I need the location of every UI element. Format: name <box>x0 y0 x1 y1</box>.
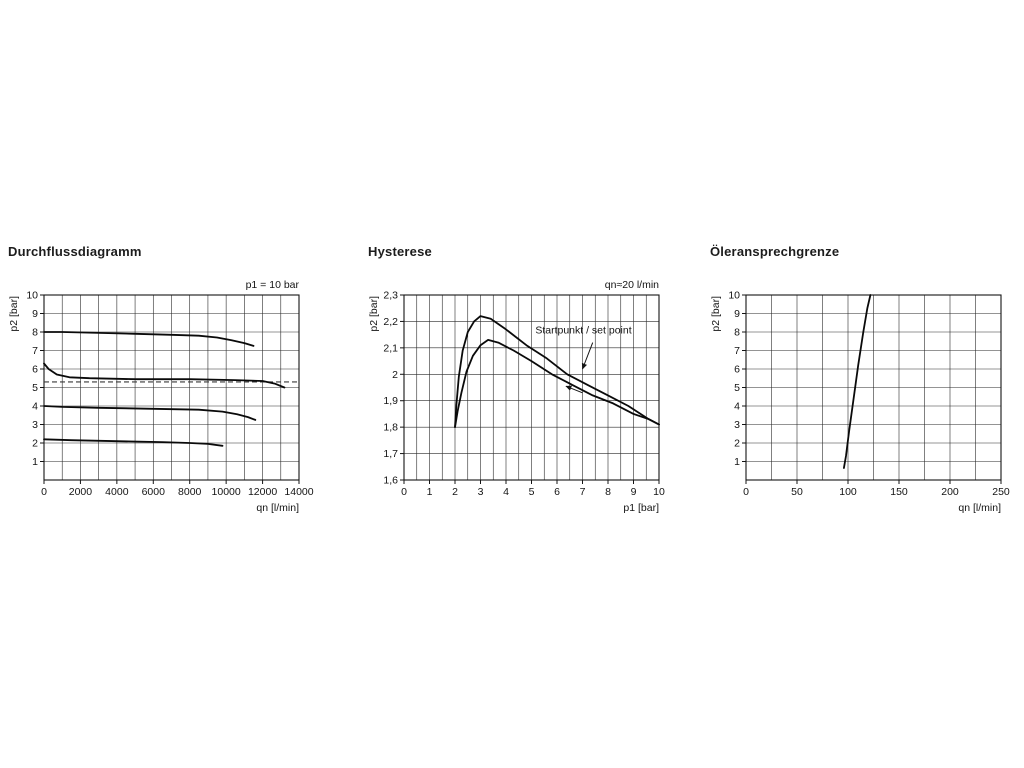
y-tick-label: 2,2 <box>383 316 398 328</box>
curve-2bar <box>43 438 224 447</box>
x-tick-label: 0 <box>401 486 407 498</box>
y-tick-label: 6 <box>32 364 38 376</box>
corner-note: qn≈20 l/min <box>605 279 659 291</box>
chart-title-oeleransprechgrenze: Öleransprechgrenze <box>710 244 840 259</box>
oeleransprechgrenze-plot: 0 50 100 150 200 250 1 2 3 4 5 6 7 8 9 10 p2 [bar] qn [l/… <box>710 290 1010 515</box>
annotation-label: Startpunkt / set point <box>535 324 631 336</box>
y-tick-label: 8 <box>734 327 740 339</box>
y-tick-label: 2,3 <box>383 290 398 302</box>
durchflussdiagramm-plot: 0 2000 4000 6000 8000 10000 12000 14000 1 2 3 4 5 6 7 8… <box>8 279 314 514</box>
x-tick-label: 10000 <box>212 486 241 498</box>
x-tick-label: 0 <box>41 486 47 498</box>
hysteresis-upper <box>454 315 660 428</box>
x-tick-label: 6000 <box>142 486 166 498</box>
curve-4bar <box>43 405 257 421</box>
corner-note: p1 = 10 bar <box>246 279 300 291</box>
oil-response-line <box>843 294 872 469</box>
y-tick-label: 2 <box>32 438 38 450</box>
y-tick-label: 4 <box>734 401 740 413</box>
hysterese-chart: 0 1 2 3 4 5 6 7 8 9 10 1,6 1,7 1,8 1,9 2 2,1 2,2 2,3 qn≈20 … <box>368 267 700 519</box>
y-axis-label: p2 [bar] <box>368 296 380 332</box>
hysteresis-block: Hysterese 0 1 2 3 4 5 6 7 8 9 10 1,6 1,7 1,8 1,9 2 2,1 2,… <box>368 244 700 519</box>
x-axis-label: p1 [bar] <box>623 502 659 514</box>
y-tick-label: 2 <box>734 438 740 450</box>
x-axis-label: qn [l/min] <box>958 502 1001 514</box>
chart-title-hysterese: Hysterese <box>368 244 432 259</box>
chart-title-durchflussdiagramm: Durchflussdiagramm <box>8 244 142 259</box>
hysterese-plot: 0 1 2 3 4 5 6 7 8 9 10 1,6 1,7 1,8 1,9 2 2,1 2,2 2,3 qn≈20 … <box>368 279 665 514</box>
x-tick-label: 0 <box>743 486 749 498</box>
x-tick-label: 100 <box>839 486 857 498</box>
x-tick-label: 10 <box>653 486 665 498</box>
x-tick-label: 5 <box>529 486 535 498</box>
y-tick-label: 6 <box>734 364 740 376</box>
y-tick-label: 1,7 <box>383 448 398 460</box>
y-tick-label: 8 <box>32 327 38 339</box>
y-tick-label: 9 <box>32 308 38 320</box>
oil-response-block: Öleransprechgrenze 0 50 100 150 200 250 1 2 3 4 5 6… <box>710 244 1024 519</box>
x-tick-label: 250 <box>992 486 1010 498</box>
x-tick-label: 50 <box>791 486 803 498</box>
y-axis-label: p2 [bar] <box>710 296 722 332</box>
x-tick-label: 200 <box>941 486 959 498</box>
y-tick-label: 1 <box>734 456 740 468</box>
curve-6bar <box>43 362 286 389</box>
x-tick-label: 3 <box>478 486 484 498</box>
y-axis-label: p2 [bar] <box>8 296 20 332</box>
y-tick-label: 1 <box>32 456 38 468</box>
x-tick-label: 8000 <box>178 486 202 498</box>
y-tick-label: 7 <box>734 345 740 357</box>
flow-diagram-block: Durchflussdiagramm 0 2000 4000 6000 8000 1000… <box>8 244 340 519</box>
x-tick-label: 7 <box>580 486 586 498</box>
y-tick-label: 10 <box>728 290 740 302</box>
x-tick-label: 9 <box>631 486 637 498</box>
x-tick-label: 4 <box>503 486 509 498</box>
x-tick-label: 14000 <box>284 486 313 498</box>
y-tick-label: 4 <box>32 401 38 413</box>
durchflussdiagramm-chart: 0 2000 4000 6000 8000 10000 12000 14000 1 2 3 4 5 6 7 8… <box>8 267 340 519</box>
x-tick-label: 8 <box>605 486 611 498</box>
y-tick-label: 3 <box>32 419 38 431</box>
annotation-arrow <box>565 385 583 394</box>
x-tick-label: 2000 <box>69 486 93 498</box>
x-axis-label: qn [l/min] <box>256 502 299 514</box>
x-tick-label: 1 <box>427 486 433 498</box>
x-tick-label: 2 <box>452 486 458 498</box>
hysteresis-lower <box>454 339 660 428</box>
y-tick-label: 1,6 <box>383 475 398 487</box>
y-tick-label: 2,1 <box>383 342 398 354</box>
y-tick-label: 2 <box>392 369 398 381</box>
y-tick-label: 9 <box>734 308 740 320</box>
y-tick-label: 1,8 <box>383 422 398 434</box>
x-tick-label: 4000 <box>105 486 129 498</box>
x-tick-label: 150 <box>890 486 908 498</box>
y-tick-label: 5 <box>32 382 38 394</box>
y-tick-label: 10 <box>26 290 38 302</box>
x-tick-label: 6 <box>554 486 560 498</box>
y-tick-label: 1,9 <box>383 395 398 407</box>
annotation-arrow <box>581 342 594 370</box>
y-tick-label: 3 <box>734 419 740 431</box>
y-tick-label: 5 <box>734 382 740 394</box>
y-tick-label: 7 <box>32 345 38 357</box>
curve-8bar <box>43 331 255 347</box>
oeleransprechgrenze-chart: 0 50 100 150 200 250 1 2 3 4 5 6 7 8 9 10 p2 [bar] qn [l/… <box>710 267 1024 519</box>
x-tick-label: 12000 <box>248 486 277 498</box>
